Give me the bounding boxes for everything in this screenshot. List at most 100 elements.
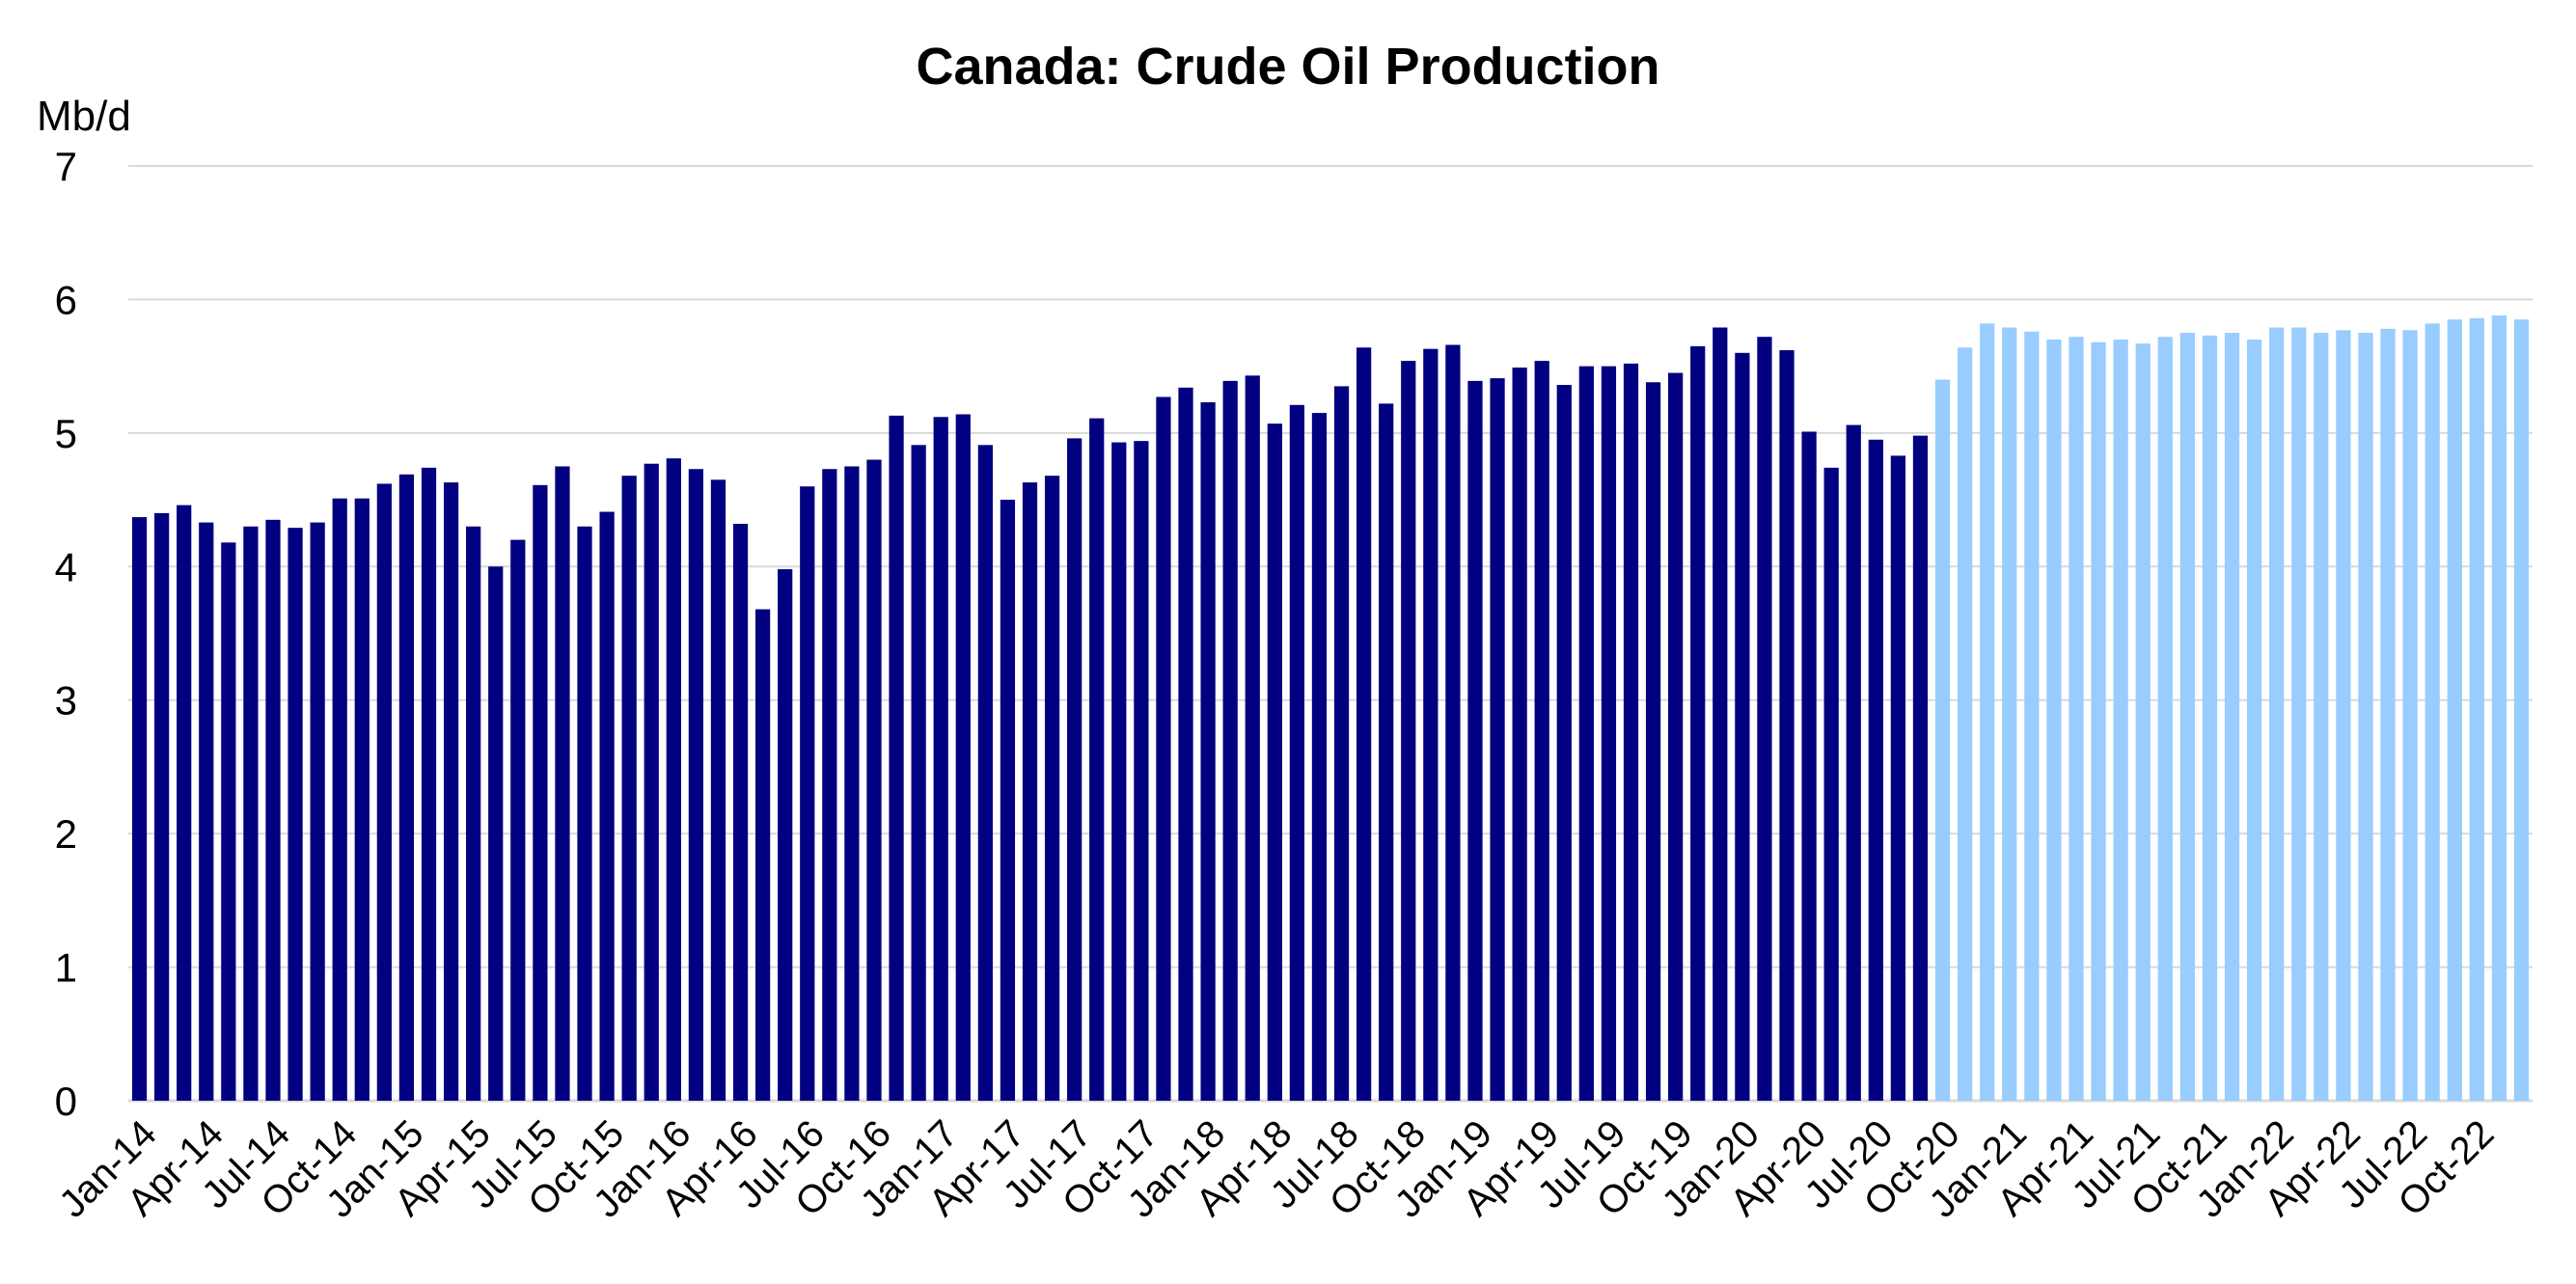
bar-Jul-14	[265, 519, 281, 1101]
bar-Jul-18	[1333, 386, 1350, 1101]
bar-Aug-18	[1357, 347, 1372, 1101]
bar-Nov-19	[1690, 345, 1706, 1101]
gridlines	[128, 165, 2533, 1103]
bar-Jul-15	[533, 484, 548, 1102]
bar-Aug-22	[2425, 323, 2440, 1102]
bar-Mar-14	[177, 505, 192, 1101]
bar-Feb-22	[2291, 327, 2307, 1101]
bar-Nov-18	[1423, 348, 1439, 1101]
chart-title: Canada: Crude Oil Production	[916, 38, 1660, 96]
y-tick-label: 3	[55, 678, 77, 724]
bar-Oct-20	[1934, 379, 1951, 1101]
bar-Apr-20	[1801, 431, 1817, 1102]
bar-Jun-18	[1311, 413, 1328, 1102]
bar-Jun-14	[243, 526, 259, 1101]
bar-Jan-17	[933, 417, 948, 1101]
bar-Dec-16	[911, 445, 926, 1101]
bar-Dec-19	[1713, 327, 1728, 1101]
y-tick-label: 4	[55, 544, 77, 589]
bar-Dec-15	[644, 463, 659, 1101]
bar-Jul-17	[1067, 438, 1082, 1101]
bar-May-18	[1289, 404, 1304, 1101]
bar-Oct-14	[332, 498, 347, 1101]
bar-Dec-20	[1980, 323, 1995, 1102]
bar-Jul-19	[1601, 366, 1617, 1101]
bars	[131, 315, 2530, 1102]
bar-Aug-16	[822, 469, 837, 1102]
bar-Aug-19	[1623, 363, 1639, 1101]
bar-Aug-14	[288, 528, 303, 1101]
bar-May-19	[1556, 385, 1572, 1101]
bar-Jul-21	[2135, 343, 2151, 1101]
bar-Sep-17	[1111, 442, 1127, 1101]
bar-Aug-17	[1089, 418, 1105, 1101]
bar-Jun-20	[1846, 424, 1861, 1101]
bar-Apr-19	[1534, 361, 1549, 1101]
bar-Nov-21	[2224, 333, 2240, 1101]
y-tick-label: 6	[55, 277, 77, 322]
bar-Apr-15	[466, 526, 481, 1101]
bar-Sep-16	[844, 466, 860, 1102]
bar-Jul-22	[2402, 330, 2418, 1101]
bar-Sep-14	[310, 522, 325, 1101]
bar-Jan-18	[1200, 402, 1216, 1101]
bar-Dec-17	[1178, 387, 1193, 1101]
bar-Sep-18	[1379, 403, 1394, 1101]
bar-Mar-17	[977, 445, 993, 1101]
bar-Jan-14	[131, 517, 148, 1101]
bar-Oct-18	[1401, 361, 1416, 1101]
bar-Dec-21	[2246, 339, 2262, 1102]
bar-Nov-20	[1958, 347, 1973, 1101]
bar-Jun-22	[2380, 328, 2396, 1101]
bar-Dec-22	[2513, 319, 2530, 1101]
bar-Jun-21	[2113, 339, 2128, 1102]
bar-Apr-22	[2336, 330, 2351, 1101]
bar-May-22	[2358, 333, 2373, 1101]
y-tick-label: 0	[55, 1079, 77, 1124]
y-tick-label: 5	[55, 411, 77, 456]
y-tick-label: 1	[55, 945, 77, 991]
bar-Oct-22	[2469, 317, 2484, 1101]
bar-Jan-16	[666, 458, 681, 1101]
bar-Dec-18	[1445, 344, 1461, 1101]
bar-Mar-18	[1245, 375, 1260, 1102]
bar-May-20	[1823, 467, 1839, 1102]
bar-Oct-19	[1668, 372, 1684, 1101]
bar-Apr-17	[1000, 500, 1016, 1101]
bar-Aug-20	[1890, 455, 1905, 1101]
bar-Nov-22	[2491, 315, 2507, 1101]
bar-Mar-22	[2314, 333, 2329, 1101]
bar-May-16	[755, 609, 771, 1101]
bar-Feb-21	[2024, 331, 2040, 1101]
bar-Feb-19	[1490, 378, 1505, 1102]
y-axis-unit-label: Mb/d	[37, 93, 131, 140]
bar-Jan-22	[2269, 327, 2285, 1101]
bar-May-14	[221, 542, 236, 1101]
bar-Nov-15	[621, 476, 637, 1101]
bar-Aug-15	[555, 466, 570, 1102]
bar-Jan-21	[2002, 327, 2017, 1101]
bar-Nov-14	[354, 498, 370, 1101]
bar-Jun-15	[510, 539, 526, 1101]
bar-Apr-14	[199, 522, 214, 1101]
y-tick-label: 7	[55, 144, 77, 189]
bar-Feb-15	[421, 467, 437, 1102]
bar-Nov-16	[889, 415, 904, 1101]
bar-Apr-18	[1267, 423, 1282, 1101]
bar-Feb-20	[1757, 337, 1772, 1101]
bar-Oct-16	[866, 459, 882, 1101]
bar-May-21	[2091, 341, 2106, 1102]
bar-Jun-16	[778, 569, 793, 1101]
bar-Mar-20	[1779, 350, 1795, 1101]
bar-Jul-16	[800, 486, 815, 1102]
bar-Apr-21	[2069, 337, 2084, 1101]
bar-Apr-16	[732, 523, 749, 1101]
bar-Sep-21	[2179, 333, 2195, 1101]
x-axis-ticks: Jan-14Apr-14Jul-14Oct-14Jan-15Apr-15Jul-…	[51, 1112, 2502, 1226]
bar-Nov-17	[1156, 396, 1171, 1102]
bar-Sep-19	[1645, 382, 1661, 1101]
bar-Aug-21	[2157, 337, 2173, 1101]
bar-Feb-14	[154, 512, 170, 1101]
